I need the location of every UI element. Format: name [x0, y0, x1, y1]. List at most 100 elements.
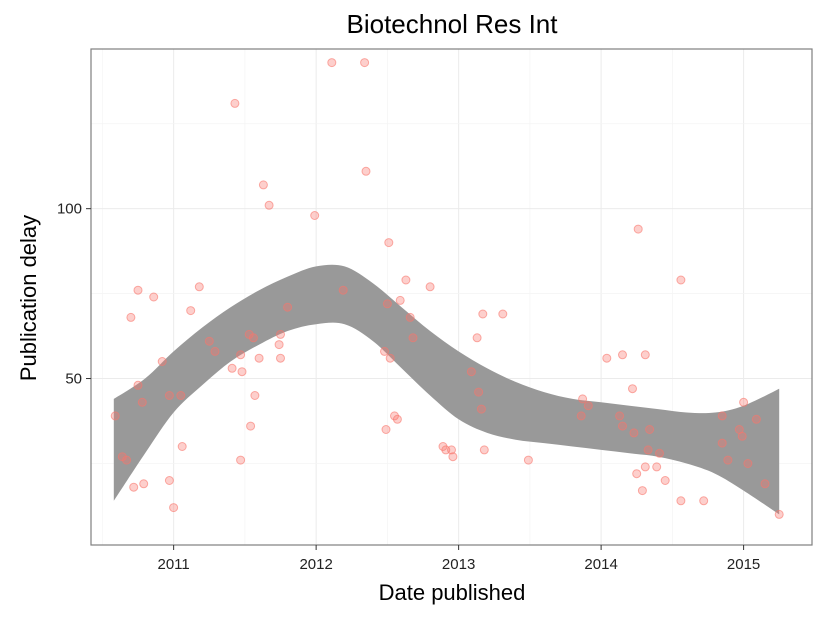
- data-point: [739, 397, 749, 407]
- data-point: [676, 496, 686, 506]
- data-point: [169, 503, 179, 513]
- data-point: [164, 391, 174, 400]
- data-point: [637, 486, 647, 496]
- data-point: [230, 98, 240, 108]
- y-axis-title: Publication delay: [16, 215, 41, 381]
- data-point: [385, 353, 395, 363]
- data-point: [743, 459, 753, 468]
- data-point: [254, 353, 264, 363]
- data-point: [655, 448, 664, 458]
- data-point: [133, 380, 143, 390]
- data-point: [466, 367, 476, 377]
- data-point: [361, 166, 371, 176]
- data-point: [478, 309, 488, 319]
- x-tick-label: 2014: [584, 556, 617, 573]
- data-point: [476, 404, 486, 414]
- data-point: [602, 353, 612, 363]
- smooth-confidence-band-group: [113, 264, 780, 515]
- data-point: [645, 425, 655, 434]
- data-point: [137, 397, 147, 407]
- data-point: [660, 476, 670, 485]
- x-tick-label: 2015: [727, 556, 760, 573]
- data-point: [110, 411, 120, 421]
- data-point: [237, 367, 247, 377]
- data-point: [723, 455, 733, 465]
- data-point: [717, 438, 727, 448]
- data-point: [408, 333, 418, 343]
- data-point: [774, 509, 784, 519]
- data-point: [149, 292, 159, 302]
- data-point: [479, 445, 489, 455]
- data-point: [392, 414, 402, 424]
- data-point: [283, 302, 293, 312]
- x-axis: 2011 2012 2013 2014 2015: [158, 545, 760, 573]
- data-point: [381, 425, 391, 434]
- data-point: [448, 452, 458, 462]
- data-point: [618, 421, 627, 431]
- data-point: [676, 275, 686, 285]
- data-point: [751, 414, 761, 424]
- data-point: [474, 387, 484, 397]
- data-point: [276, 353, 285, 363]
- data-point: [380, 346, 389, 356]
- plot-panel-border: [90, 48, 813, 546]
- data-point: [699, 496, 709, 506]
- data-point: [632, 469, 642, 479]
- data-point: [652, 462, 662, 472]
- data-point: [274, 340, 284, 350]
- data-point: [384, 238, 394, 248]
- data-point: [264, 200, 274, 210]
- data-point: [640, 350, 650, 360]
- data-point: [236, 455, 246, 465]
- data-point: [643, 445, 653, 455]
- data-point: [737, 431, 747, 441]
- data-point: [615, 411, 625, 421]
- x-axis-title: Date published: [379, 580, 526, 605]
- data-point: [717, 411, 727, 421]
- data-point: [210, 346, 220, 356]
- data-point: [760, 479, 770, 489]
- data-points-group: [110, 58, 784, 519]
- y-tick-label: 50: [65, 371, 82, 388]
- data-point: [177, 442, 187, 451]
- data-point: [236, 350, 246, 360]
- data-point: [338, 285, 348, 295]
- data-point: [395, 295, 405, 305]
- data-point: [129, 482, 139, 492]
- data-point: [139, 479, 149, 489]
- data-point: [248, 333, 258, 343]
- data-point: [250, 391, 260, 400]
- y-tick-label: 100: [57, 201, 82, 218]
- data-point: [204, 336, 214, 346]
- data-point: [246, 421, 256, 431]
- data-point: [327, 58, 337, 68]
- data-point: [176, 391, 186, 400]
- data-point: [126, 312, 136, 322]
- data-point: [276, 329, 285, 339]
- data-point: [578, 394, 588, 404]
- data-point: [523, 455, 533, 465]
- data-point: [133, 285, 143, 295]
- smooth-confidence-band: [113, 264, 780, 515]
- data-point: [618, 350, 627, 360]
- data-point: [472, 333, 482, 343]
- data-point: [401, 275, 411, 285]
- x-tick-label: 2012: [299, 556, 332, 573]
- data-point: [629, 428, 639, 438]
- data-point: [576, 411, 586, 421]
- data-point: [310, 211, 320, 220]
- data-point: [227, 363, 237, 373]
- data-point: [360, 58, 370, 68]
- data-point: [186, 306, 196, 316]
- data-point: [194, 282, 204, 292]
- data-point: [583, 401, 593, 411]
- data-point: [122, 455, 132, 465]
- data-point: [258, 180, 268, 190]
- data-point: [382, 299, 392, 309]
- x-tick-label: 2011: [158, 556, 190, 573]
- data-point: [447, 445, 456, 455]
- data-point: [633, 224, 643, 234]
- data-point: [157, 357, 167, 366]
- grid-lines: [91, 49, 812, 545]
